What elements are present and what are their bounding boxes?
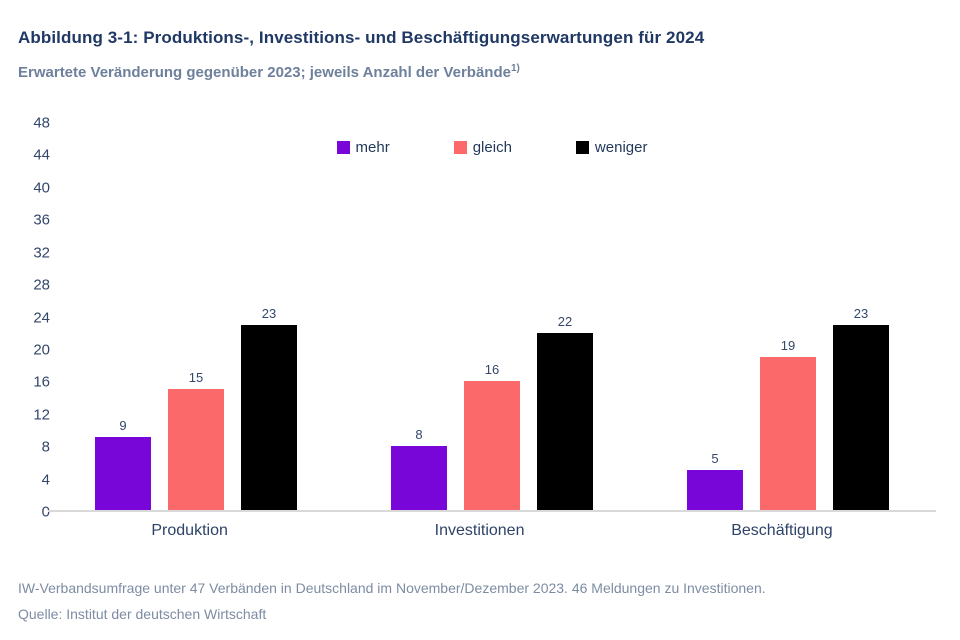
y-tick-label: 44: [33, 146, 50, 164]
y-axis: 0 4 8 12 16 20 24 28 32 36 40 44 48: [18, 116, 56, 520]
bar-group: 8 16 22: [391, 123, 593, 510]
bar-value-label: 8: [415, 426, 423, 442]
y-tick-label: 4: [41, 471, 50, 489]
x-category-label: Beschäftigung: [731, 522, 833, 539]
bar-value-label: 23: [261, 305, 277, 321]
bar-column: 23: [241, 123, 297, 510]
bar-group: 5 19 23: [687, 123, 889, 510]
bar-weniger: [241, 324, 297, 510]
footer: IW-Verbandsumfrage unter 47 Verbänden in…: [18, 575, 940, 627]
bar-value-label: 22: [557, 313, 573, 329]
bar-value-label: 16: [484, 362, 500, 378]
x-category-label: Investitionen: [434, 522, 525, 539]
bar-gleich: [464, 381, 520, 510]
bar-column: 5: [687, 123, 743, 510]
footnote-marker: 1): [510, 63, 520, 74]
y-tick-label: 0: [41, 503, 50, 521]
y-tick-label: 24: [33, 309, 50, 326]
bar-column: 9: [95, 123, 151, 510]
bar-column: 19: [760, 123, 816, 510]
bar-column: 15: [168, 123, 224, 510]
bar-gleich: [168, 389, 224, 510]
plot-area: 9 15 23 8 16 22 5 19 23: [48, 123, 936, 512]
bar-value-label: 19: [780, 337, 796, 353]
y-tick-label: 32: [33, 244, 50, 262]
bar-chart: 0 4 8 12 16 20 24 28 32 36 40 44 48 9 15 23 8 16 22 5 19 23 …: [18, 116, 940, 551]
bar-mehr: [687, 469, 743, 510]
y-tick-label: 48: [33, 114, 50, 132]
bar-column: 22: [537, 123, 593, 510]
x-axis: Produktion Investitionen Beschäftigung: [48, 522, 936, 540]
x-category-label: Produktion: [151, 522, 228, 539]
footer-note: IW-Verbandsumfrage unter 47 Verbänden in…: [18, 580, 766, 596]
y-tick-label: 12: [33, 406, 50, 424]
bar-column: 16: [464, 123, 520, 510]
bar-value-label: 9: [119, 418, 127, 434]
bar-column: 8: [391, 123, 447, 510]
y-tick-label: 40: [33, 179, 50, 197]
bar-column: 23: [833, 123, 889, 510]
bar-gleich: [760, 356, 816, 510]
chart-subtitle-text: Erwartete Veränderung gegenüber 2023; je…: [18, 64, 511, 81]
y-tick-label: 36: [33, 211, 50, 229]
bar-value-label: 15: [188, 370, 204, 386]
bar-mehr: [391, 445, 447, 510]
bar-weniger: [537, 332, 593, 510]
y-tick-label: 20: [33, 341, 50, 359]
y-tick-label: 28: [33, 276, 50, 294]
chart-subtitle: Erwartete Veränderung gegenüber 2023; je…: [18, 63, 940, 81]
y-tick-label: 8: [41, 438, 50, 456]
chart-title: Abbildung 3-1: Produktions-, Investition…: [18, 28, 705, 47]
bar-mehr: [95, 437, 151, 510]
bar-value-label: 5: [711, 450, 719, 466]
bar-weniger: [833, 324, 889, 510]
bar-value-label: 23: [853, 305, 869, 321]
bar-group: 9 15 23: [95, 123, 297, 510]
y-tick-label: 16: [33, 373, 50, 391]
footer-source: Quelle: Institut der deutschen Wirtschaf…: [18, 606, 267, 622]
